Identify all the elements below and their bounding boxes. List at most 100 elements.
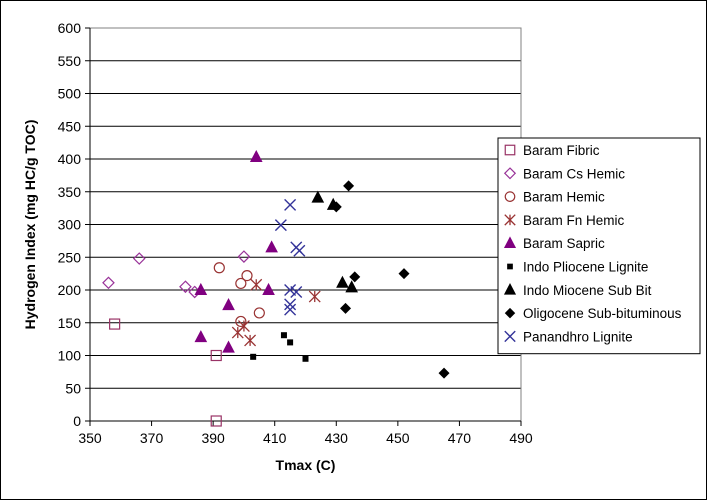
data-point [438, 367, 450, 379]
legend-item: Indo Pliocene Lignite [507, 260, 648, 275]
data-point [249, 149, 263, 163]
series-indo-pliocene-lignite [250, 332, 309, 362]
x-tick-label: 370 [140, 430, 164, 446]
x-tick-label: 350 [78, 430, 102, 446]
y-tick-label: 200 [58, 282, 82, 298]
legend-label: Oligocene Sub-bituminous [523, 306, 682, 321]
legend-label: Baram Sapric [523, 236, 605, 251]
y-tick-label: 450 [58, 118, 82, 134]
legend-label: Baram Hemic [523, 190, 605, 205]
data-point [250, 353, 257, 360]
data-point [284, 303, 297, 316]
data-point [293, 244, 306, 257]
y-axis-title: Hydrogen Index (mg HC/g TOC) [22, 120, 38, 330]
y-tick-label: 50 [65, 380, 81, 396]
gridlines [90, 27, 521, 389]
series-oligocene-sub-bituminous [330, 180, 450, 379]
y-tick-label: 550 [58, 53, 82, 69]
legend-marker [504, 214, 516, 226]
data-point [345, 280, 359, 293]
legend-item: Baram Fibric [504, 143, 600, 158]
y-tick-label: 250 [58, 249, 82, 265]
legend-label: Baram Fibric [523, 143, 600, 158]
data-point [237, 250, 251, 263]
data-point [235, 315, 247, 328]
legend-marker [504, 144, 516, 156]
data-point [284, 298, 297, 311]
data-point [274, 219, 287, 232]
legend: Baram Fibric Baram Cs Hemic Baram Hemic Bar… [497, 137, 701, 355]
legend-marker [503, 236, 517, 248]
data-point [237, 320, 250, 332]
x-tick-label: 470 [448, 430, 472, 446]
data-point [287, 339, 294, 346]
data-point [262, 282, 275, 295]
x-tick-label: 450 [386, 430, 410, 446]
data-point [349, 271, 361, 283]
data-point [132, 252, 146, 265]
x-tick-label: 390 [201, 430, 225, 446]
data-point [302, 355, 309, 362]
legend-label: Indo Pliocene Lignite [523, 260, 648, 275]
data-point [253, 307, 265, 319]
legend-marker [504, 307, 516, 319]
series-panandhro-lignite [274, 198, 306, 316]
data-point [265, 240, 278, 253]
y-tick-label: 500 [58, 86, 82, 102]
legend-label: Baram Cs Hemic [523, 166, 625, 181]
series-baram-sapric [194, 149, 278, 353]
legend-marker [507, 263, 513, 270]
data-point [340, 302, 352, 314]
data-point [102, 276, 115, 290]
data-point [222, 340, 235, 353]
data-point [210, 415, 222, 427]
data-point [398, 268, 410, 280]
y-tick-label: 150 [58, 315, 82, 331]
series-baram-cs-hemic [102, 250, 251, 299]
y-tick-label: 300 [58, 217, 82, 233]
series-baram-fibric [109, 318, 222, 427]
legend-label: Baram Fn Hemic [523, 213, 625, 228]
legend-marker [504, 330, 516, 343]
y-tick-label: 350 [58, 184, 82, 200]
data-point [244, 334, 257, 347]
data-point [284, 198, 297, 211]
data-point [235, 277, 247, 290]
data-point [179, 280, 192, 294]
y-tick-label: 600 [58, 20, 82, 36]
y-tick-label: 100 [58, 348, 82, 364]
legend-marker [504, 191, 516, 202]
legend-label: Indo Miocene Sub Bit [523, 283, 652, 298]
x-tick-label: 430 [325, 430, 349, 446]
data-point [343, 180, 355, 192]
data-point [241, 269, 253, 282]
legend-item: Baram Fn Hemic [504, 213, 625, 228]
data-point [213, 262, 225, 274]
x-tick-label: 490 [509, 430, 533, 446]
legend-item: Baram Cs Hemic [503, 166, 625, 181]
data-point [222, 297, 235, 311]
x-tick-label: 410 [263, 430, 287, 446]
data-point [194, 282, 208, 295]
data-point [210, 349, 222, 362]
legend-item: Baram Hemic [504, 190, 605, 205]
y-tick-label: 0 [73, 413, 81, 429]
legend-marker [503, 283, 517, 295]
legend-item: Panandhro Lignite [504, 329, 633, 344]
y-tick-label: 400 [58, 151, 82, 167]
data-point [311, 190, 325, 203]
data-point [290, 285, 303, 298]
series-baram-hemic [213, 262, 265, 328]
data-point [336, 275, 349, 288]
legend-item: Baram Sapric [503, 236, 605, 251]
legend-box [497, 137, 701, 355]
legend-item: Indo Miocene Sub Bit [503, 283, 652, 298]
data-point [194, 330, 208, 343]
legend-item: Oligocene Sub-bituminous [504, 306, 682, 321]
data-point [109, 318, 121, 330]
series-baram-fn-hemic [231, 278, 321, 347]
axes: 0 50 100 150 200 250 300 350 400 450 500 550 600 350 3… [58, 20, 533, 446]
data-points [102, 149, 450, 427]
data-point [330, 201, 342, 213]
